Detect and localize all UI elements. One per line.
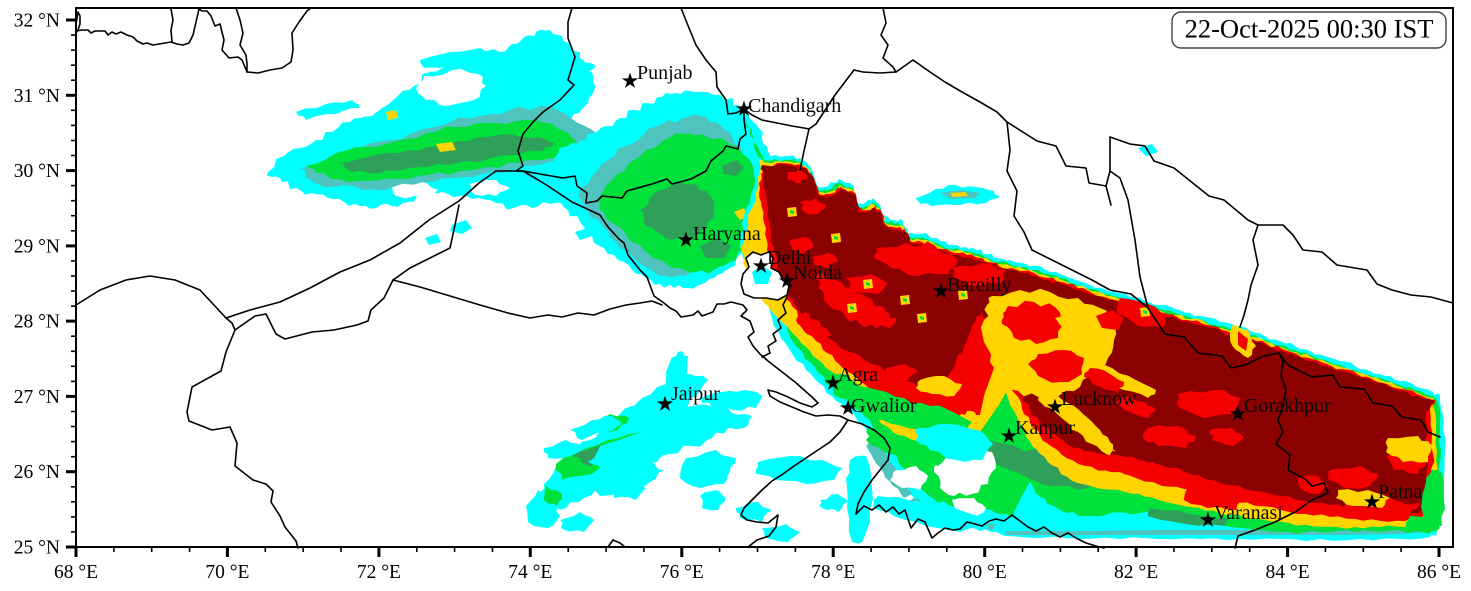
svg-text:22-Oct-2025 00:30 IST: 22-Oct-2025 00:30 IST [1185, 14, 1434, 44]
svg-text:Jaipur: Jaipur [671, 383, 720, 405]
svg-text:Noida: Noida [793, 262, 842, 284]
svg-text:25 °N: 25 °N [14, 538, 60, 559]
svg-text:27 °N: 27 °N [14, 387, 60, 408]
svg-text:Haryana: Haryana [693, 223, 761, 245]
svg-text:78 °E: 78 °E [811, 562, 855, 583]
svg-text:74 °E: 74 °E [508, 562, 552, 583]
svg-text:29 °N: 29 °N [14, 236, 60, 257]
svg-text:Delhi: Delhi [767, 247, 812, 269]
svg-text:Gorakhpur: Gorakhpur [1244, 395, 1331, 417]
svg-text:30 °N: 30 °N [14, 161, 60, 182]
svg-text:Gwalior: Gwalior [851, 395, 917, 417]
svg-text:68 °E: 68 °E [54, 562, 98, 583]
svg-text:Kanpur: Kanpur [1015, 417, 1075, 439]
svg-text:31 °N: 31 °N [14, 86, 60, 107]
svg-text:72 °E: 72 °E [357, 562, 401, 583]
svg-text:Punjab: Punjab [637, 62, 693, 84]
svg-text:Bareilly: Bareilly [947, 274, 1011, 296]
svg-text:Agra: Agra [838, 364, 878, 386]
svg-text:32 °N: 32 °N [14, 11, 60, 32]
svg-text:Varanasi: Varanasi [1214, 502, 1283, 524]
svg-text:26 °N: 26 °N [14, 462, 60, 483]
svg-text:86 °E: 86 °E [1417, 562, 1461, 583]
svg-text:70 °E: 70 °E [205, 562, 249, 583]
svg-text:28 °N: 28 °N [14, 312, 60, 333]
svg-text:Patna: Patna [1378, 481, 1423, 503]
svg-text:80 °E: 80 °E [963, 562, 1007, 583]
svg-text:Lucknow: Lucknow [1061, 388, 1137, 410]
svg-text:84 °E: 84 °E [1266, 562, 1310, 583]
svg-text:82 °E: 82 °E [1114, 562, 1158, 583]
svg-text:Chandigarh: Chandigarh [748, 95, 841, 117]
svg-text:76 °E: 76 °E [660, 562, 704, 583]
